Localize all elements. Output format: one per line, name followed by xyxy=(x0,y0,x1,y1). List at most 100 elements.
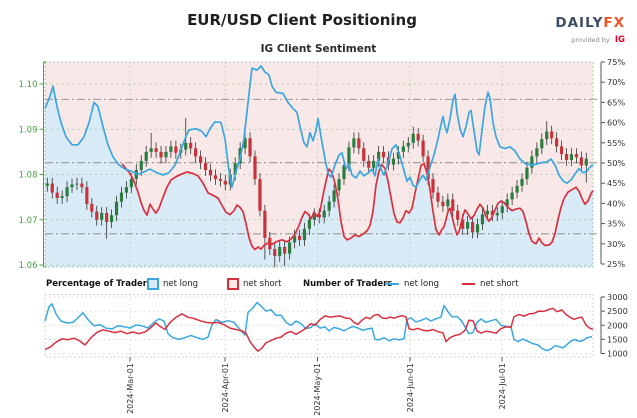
candle-down xyxy=(258,179,262,211)
pct-tick-label: 60% xyxy=(607,118,625,128)
net-long-line-swatch xyxy=(386,283,399,285)
candle-down xyxy=(436,192,440,202)
candle-up xyxy=(233,163,237,175)
candle-up xyxy=(500,206,504,213)
candle-down xyxy=(579,157,583,166)
net-long-pct-line xyxy=(44,65,594,189)
candle-up xyxy=(327,201,331,211)
candle-down xyxy=(223,180,227,185)
candle-up xyxy=(510,192,514,200)
candle-down xyxy=(273,249,277,256)
candle-up xyxy=(342,165,346,180)
candle-down xyxy=(555,138,559,147)
traders-tick-label: 2000 xyxy=(607,320,628,330)
candle-down xyxy=(431,179,435,193)
candle-up xyxy=(337,179,341,191)
candle-down xyxy=(317,214,321,218)
candle-down xyxy=(194,148,198,157)
candle-up xyxy=(75,183,79,185)
candle-up xyxy=(545,131,549,140)
candle-down xyxy=(218,179,222,181)
candle-up xyxy=(520,179,524,186)
candle-up xyxy=(406,142,410,147)
candle-down xyxy=(456,210,460,220)
candle-down xyxy=(451,199,455,211)
candle-up xyxy=(70,184,74,188)
candle-down xyxy=(159,151,163,158)
traders-tick-label: 2500 xyxy=(607,306,628,316)
candle-up xyxy=(466,222,470,229)
candle-down xyxy=(461,219,465,229)
candle-up xyxy=(475,224,480,233)
candle-down xyxy=(564,154,569,161)
candle-up xyxy=(164,151,168,158)
candle-up xyxy=(332,190,336,202)
candle-down xyxy=(154,148,158,152)
legend-number-title: Number of Traders xyxy=(303,279,393,289)
candle-up xyxy=(119,192,124,202)
candle-down xyxy=(421,140,425,157)
candle-up xyxy=(569,154,574,161)
candle-up xyxy=(540,139,544,149)
candle-down xyxy=(470,222,475,233)
candle-up xyxy=(322,210,326,218)
candle-down xyxy=(198,156,203,164)
candle-down xyxy=(50,183,54,193)
candle-down xyxy=(105,212,109,223)
candle-up xyxy=(525,167,529,180)
net-short-pct-line xyxy=(121,162,594,251)
candle-up xyxy=(278,246,282,256)
candle-up xyxy=(401,146,405,152)
candle-up xyxy=(495,212,499,216)
candle-up xyxy=(184,142,188,150)
candle-down xyxy=(174,146,178,153)
pct-tick-label: 25% xyxy=(607,259,625,269)
candle-up xyxy=(45,183,49,186)
candle-up xyxy=(139,160,143,170)
chart-subtitle: IG Client Sentiment xyxy=(260,43,377,55)
candle-up xyxy=(302,228,307,241)
candle-down xyxy=(426,156,430,180)
candle-up xyxy=(65,187,69,197)
candle-up xyxy=(391,158,396,165)
page-title: EUR/USD Client Positioning xyxy=(187,11,417,29)
candle-up xyxy=(109,215,114,223)
candle-down xyxy=(574,154,579,158)
candle-up xyxy=(372,160,376,168)
candle-up xyxy=(292,235,297,243)
candle-down xyxy=(559,146,564,155)
candle-up xyxy=(100,212,104,220)
net-short-line-swatch xyxy=(462,283,475,285)
legend-num-net-short: net short xyxy=(462,278,519,290)
candle-up xyxy=(352,138,356,148)
x-tick-label: 2024-Apr-01 xyxy=(220,363,230,413)
candle-down xyxy=(416,133,420,141)
candle-down xyxy=(248,138,252,157)
legend-pct-net-short: net short xyxy=(227,278,282,290)
net-long-square-swatch xyxy=(147,278,159,290)
candle-down xyxy=(203,163,208,170)
candle-up xyxy=(60,196,64,199)
candle-up xyxy=(307,219,311,229)
candle-up xyxy=(288,242,292,254)
candle-down xyxy=(90,203,94,212)
candle-up xyxy=(480,214,485,225)
candle-down xyxy=(95,211,99,220)
candle-up xyxy=(169,146,173,152)
net-long-region xyxy=(45,86,593,267)
x-tick-label: 2024-Jul-01 xyxy=(497,363,507,410)
legend-percentage-title: Percentage of Traders xyxy=(46,279,153,289)
candle-down xyxy=(85,187,89,204)
x-tick-label: 2024-Mar-01 xyxy=(125,363,135,414)
candle-down xyxy=(490,210,494,216)
dailyfx-logo: DAILYFX provided by IG xyxy=(555,16,625,47)
legend-pct-net-long: net long xyxy=(147,278,198,290)
candle-down xyxy=(283,246,287,254)
candle-down xyxy=(550,131,554,139)
price-tick-label: 1.08 xyxy=(19,171,38,181)
candle-down xyxy=(367,160,371,168)
provided-by-ig: provided by IG xyxy=(571,35,625,45)
candle-down xyxy=(189,142,193,149)
candle-up xyxy=(124,187,129,193)
